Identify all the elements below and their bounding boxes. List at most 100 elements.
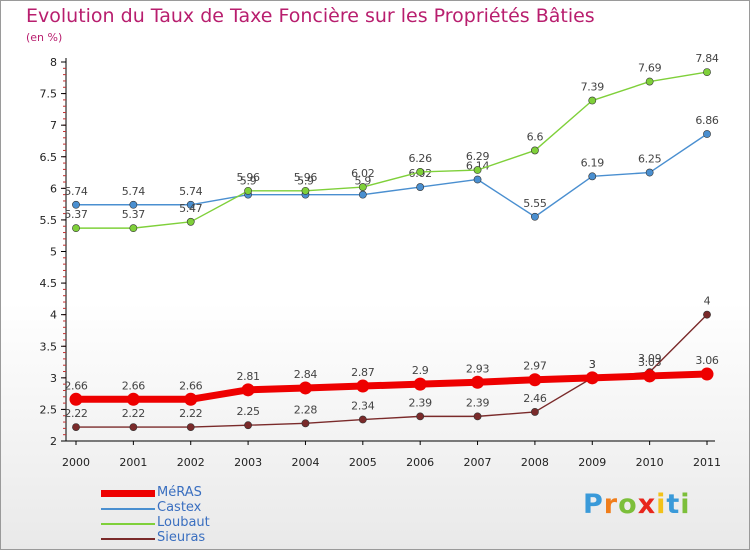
data-label: 4 (704, 295, 711, 308)
series-line-loubaut (76, 71, 708, 229)
data-label: 2.22 (122, 407, 145, 420)
data-point (416, 183, 425, 191)
y-tick-label: 2.5 (40, 403, 58, 416)
data-point (358, 190, 367, 199)
data-point (244, 421, 252, 430)
logo-letter: t (666, 489, 681, 520)
x-tick-label: 2009 (578, 456, 606, 469)
y-tick-label: 5 (50, 246, 57, 259)
data-point (703, 310, 711, 319)
logo-letter: r (603, 489, 619, 520)
legend-label: Sieuras (157, 530, 206, 545)
data-point (358, 183, 367, 191)
logo-letter: P (583, 489, 604, 520)
series-line-méras (76, 370, 708, 403)
data-label: 5.37 (122, 208, 146, 221)
data-point (643, 369, 657, 383)
y-tick-label: 6 (50, 182, 57, 195)
data-label: 5.74 (64, 185, 88, 198)
x-tick-label: 2007 (464, 456, 492, 469)
data-label: 2.97 (523, 360, 547, 373)
data-label: 7.84 (695, 52, 719, 65)
data-label: 5.96 (236, 171, 260, 184)
data-label: 5.55 (523, 197, 547, 210)
x-tick-label: 2005 (349, 456, 377, 469)
data-label: 5.37 (64, 208, 88, 221)
logo-letter: i (680, 489, 691, 520)
data-point (72, 200, 80, 209)
data-label: 5.74 (122, 185, 146, 198)
data-point (129, 423, 138, 432)
y-tick-label: 2 (50, 435, 57, 448)
data-point (69, 392, 83, 406)
chart-title: Evolution du Taux de Taxe Foncière sur l… (26, 5, 595, 27)
legend-label: Castex (157, 500, 202, 515)
y-tick-label: 4.5 (40, 277, 58, 290)
data-label: 2.46 (523, 392, 547, 405)
x-tick-label: 2003 (234, 456, 262, 469)
data-label: 6.26 (409, 152, 433, 165)
data-point (473, 175, 482, 184)
data-label: 2.87 (351, 366, 375, 379)
data-point (184, 392, 198, 406)
legend-swatch (101, 538, 155, 540)
data-label: 3 (589, 358, 596, 371)
data-label: 2.84 (294, 368, 318, 381)
data-label: 2.22 (64, 407, 87, 420)
y-tick-label: 3 (50, 372, 57, 385)
data-point (473, 412, 482, 421)
y-tick-label: 3.5 (40, 340, 58, 353)
y-tick-label: 5.5 (40, 214, 58, 227)
x-tick-label: 2002 (177, 456, 205, 469)
data-label: 5.96 (294, 171, 318, 184)
data-label: 6.25 (638, 153, 662, 166)
data-label: 3 (589, 358, 596, 371)
data-point (528, 373, 542, 387)
data-point (700, 367, 714, 381)
data-label: 7.39 (581, 81, 605, 94)
data-point (301, 419, 310, 428)
data-label: 6.6 (527, 130, 544, 143)
data-label: 2.66 (64, 379, 88, 392)
data-label: 2.9 (412, 364, 429, 377)
data-point (241, 383, 255, 397)
data-point (645, 77, 654, 86)
data-label: 3.03 (638, 356, 662, 369)
data-label: 6.86 (695, 114, 719, 127)
y-tick-label: 6.5 (40, 151, 58, 164)
data-label: 2.22 (179, 407, 202, 420)
data-label: 2.39 (409, 396, 433, 409)
data-point (585, 371, 599, 385)
logo-letter: x (637, 489, 657, 520)
y-tick-label: 7 (50, 119, 57, 132)
data-label: 6.29 (466, 150, 490, 163)
data-label: 5.74 (179, 185, 203, 198)
x-tick-label: 2001 (119, 456, 147, 469)
y-tick-label: 4 (50, 309, 57, 322)
data-label: 2.34 (351, 400, 375, 413)
data-label: 5.9 (297, 175, 314, 188)
y-tick-label: 8 (50, 56, 57, 69)
y-tick-label: 7.5 (40, 88, 58, 101)
data-point (416, 412, 425, 421)
data-label: 2.66 (122, 379, 146, 392)
data-label: 5.9 (240, 175, 257, 188)
data-point (72, 224, 80, 233)
x-tick-label: 2000 (62, 456, 90, 469)
x-tick-label: 2011 (693, 456, 721, 469)
data-label: 2.25 (236, 405, 260, 418)
x-tick-label: 2008 (521, 456, 549, 469)
data-label: 3.06 (695, 354, 719, 367)
data-point (588, 172, 597, 181)
data-point (186, 423, 195, 432)
data-point (186, 200, 195, 209)
data-point (356, 379, 370, 393)
x-tick-label: 2010 (636, 456, 664, 469)
data-point (129, 200, 138, 209)
data-point (301, 186, 310, 195)
legend-swatch (101, 508, 155, 510)
data-point (473, 166, 482, 174)
series-line-castex (76, 133, 708, 218)
data-point (413, 377, 427, 391)
